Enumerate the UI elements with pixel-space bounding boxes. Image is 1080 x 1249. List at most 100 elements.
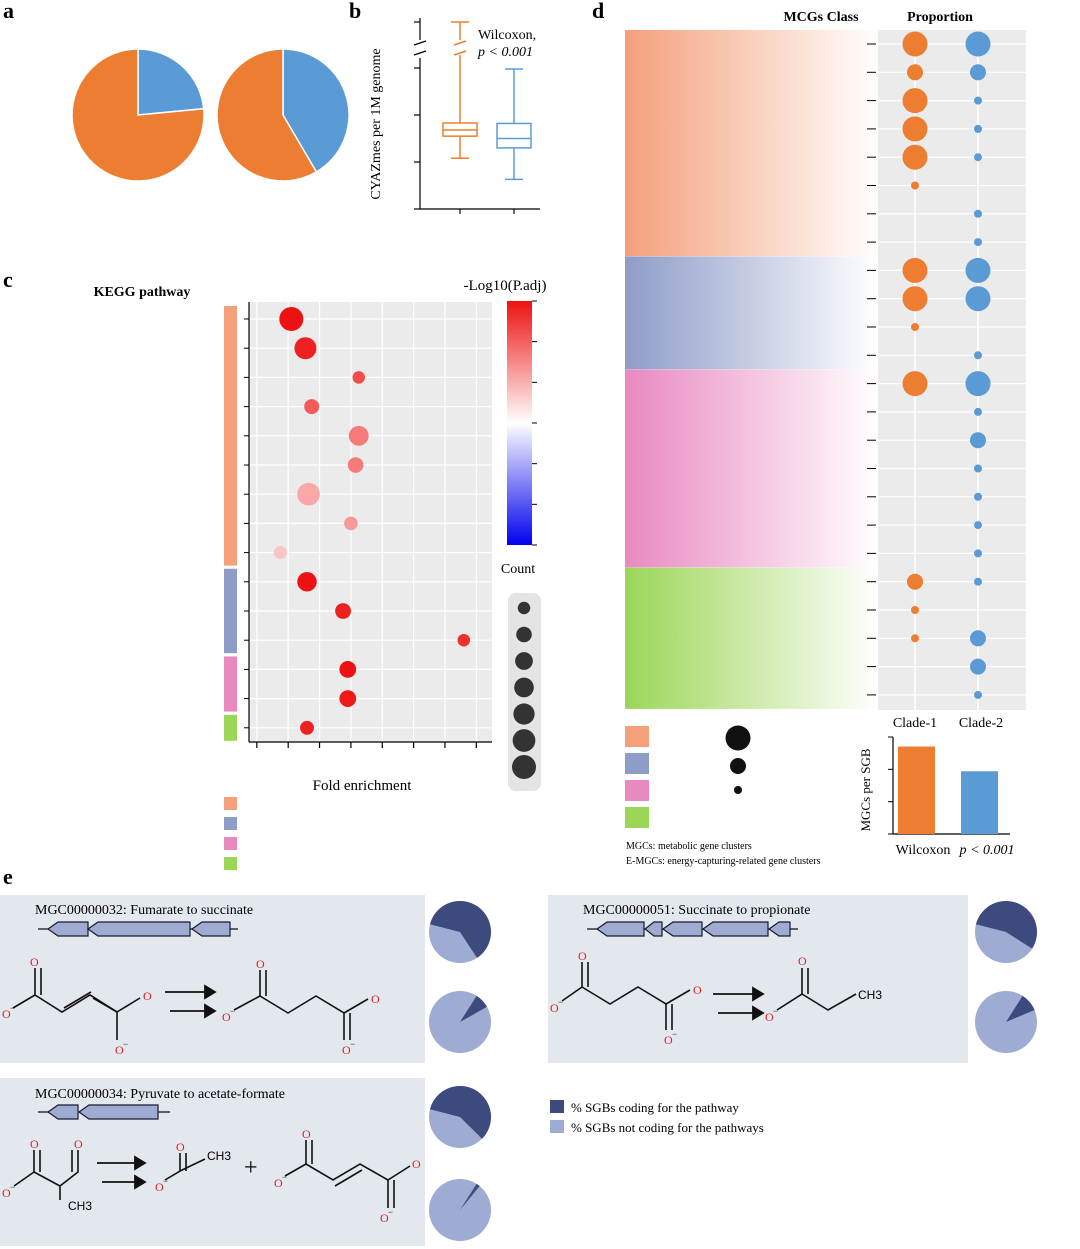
bubble-clade-2	[970, 630, 986, 647]
coding-pies	[429, 900, 1037, 1241]
count-legend-dot	[512, 729, 536, 752]
pie-slice-usgbs	[216, 48, 318, 182]
bubble-clade-2	[974, 492, 982, 501]
col-clade-2: Clade-2	[959, 716, 1003, 731]
bubble-clade-1	[911, 323, 919, 331]
bubble-clade-2	[970, 658, 986, 675]
charge: −	[10, 1182, 15, 1192]
dotplot-x-ticks	[256, 742, 477, 748]
bar-y-ticks	[888, 736, 893, 835]
legend-swatch-coding	[550, 1100, 564, 1113]
reaction-1: O O − O O − O O − O O −	[2, 955, 380, 1057]
count-legend-dot	[516, 626, 532, 643]
coding-pie	[975, 900, 1037, 963]
class-swatch	[625, 807, 649, 828]
bubble-clade-2	[965, 31, 991, 57]
charge: −	[672, 1029, 677, 1039]
group-ch3: CH3	[207, 1149, 231, 1163]
bubble-grid-background	[878, 30, 1026, 710]
bubble-clade-2	[974, 577, 982, 586]
bar	[898, 746, 935, 834]
category-bar	[224, 714, 237, 741]
bubble-clade-2	[965, 371, 991, 397]
box-iqr	[496, 122, 532, 149]
bubble-clade-1	[911, 606, 919, 614]
bubble-clade-2	[965, 257, 991, 283]
mgc-title-3: MGC00000034: Pyruvate to acetate-formate	[35, 1087, 285, 1102]
bubble-clade-1	[907, 573, 923, 590]
category-bar	[224, 568, 237, 654]
category-legend	[224, 797, 237, 870]
bubble-clade-2	[974, 124, 982, 133]
group-ch3: CH3	[858, 988, 882, 1002]
dot-point	[304, 399, 320, 415]
kegg-title: KEGG pathway	[94, 285, 191, 300]
count-legend-title: Count	[501, 562, 535, 577]
atom-o: O	[412, 1157, 421, 1171]
pie-slice-coding	[460, 1183, 480, 1210]
class-bands	[625, 30, 878, 709]
dot-point	[344, 516, 358, 531]
dot-point	[297, 572, 317, 592]
atom-o-minus: O	[115, 1043, 124, 1057]
charge: −	[10, 1003, 15, 1013]
charge: −	[558, 997, 563, 1007]
dotplot-xlabel: Fold enrichment	[313, 778, 413, 794]
colorbar-title: -Log10(P.adj)	[464, 278, 547, 294]
category-swatch	[224, 797, 237, 810]
atom-o-minus: O	[765, 1010, 774, 1024]
reaction-3: O O O − CH3 O O − CH3 + O O − O O −	[2, 1127, 421, 1225]
pathway-labels	[244, 318, 249, 729]
bar-ylabel: MGCs per SGB	[858, 748, 873, 831]
panel-label-a: a	[3, 0, 14, 23]
mgc-box-2	[548, 895, 968, 1063]
bubble-clade-1	[902, 371, 928, 397]
proportion-header: Proportion	[907, 10, 973, 25]
atom-o-minus: O	[155, 1180, 164, 1194]
colorbar	[507, 301, 532, 545]
pie-slice-coding	[460, 995, 488, 1022]
class-band	[625, 30, 878, 257]
dot-point	[273, 545, 287, 560]
pie-slice-coding	[975, 900, 1037, 949]
panel-label-c: c	[3, 267, 13, 292]
class-band	[625, 369, 878, 568]
colorbar-ticks	[532, 300, 537, 546]
atom-o-minus: O	[664, 1033, 673, 1047]
mgc-title-2: MGC00000051: Succinate to propionate	[583, 903, 810, 918]
dot-point	[294, 337, 317, 360]
category-swatch	[224, 837, 237, 850]
atom-o: O	[143, 989, 152, 1003]
bubble-clade-2	[974, 549, 982, 558]
legend-swatch-not-coding	[550, 1120, 564, 1133]
dot-point	[457, 633, 471, 647]
dotplot-points	[273, 307, 471, 735]
pie-slice-ksgbs	[137, 48, 205, 116]
atom-o-minus: O	[380, 1211, 389, 1225]
bubble-clade-1	[911, 634, 919, 643]
pie-slice-coding	[429, 1085, 491, 1139]
box-plots	[442, 21, 532, 214]
panel-a: a	[3, 0, 350, 182]
charge: −	[163, 1176, 168, 1186]
atom-o-minus: O	[2, 1186, 11, 1200]
reaction-2: O O − O O − O O − CH3	[550, 949, 882, 1047]
plus-sign: +	[244, 1155, 258, 1181]
pie-slice-ksgbs	[282, 48, 350, 173]
bubble-clade-1	[902, 31, 928, 57]
panel-e: e MGC00000032: Fumarate to succinate MGC…	[0, 864, 1037, 1246]
bubble-clade-2	[974, 209, 982, 218]
category-bars	[224, 306, 237, 741]
coding-pie	[429, 1179, 491, 1241]
class-legend	[625, 726, 649, 828]
bubble-clade-2	[974, 96, 982, 105]
class-band	[625, 256, 878, 370]
dotplot-background	[249, 302, 492, 742]
atom-o-minus: O	[342, 1043, 351, 1057]
coding-pie	[429, 1085, 491, 1148]
axis-break-icon	[453, 40, 467, 56]
coding-pie	[429, 901, 491, 963]
dot-point	[347, 457, 364, 473]
mcg-class-header: MCGs Class	[783, 10, 859, 25]
box-1	[442, 21, 478, 214]
